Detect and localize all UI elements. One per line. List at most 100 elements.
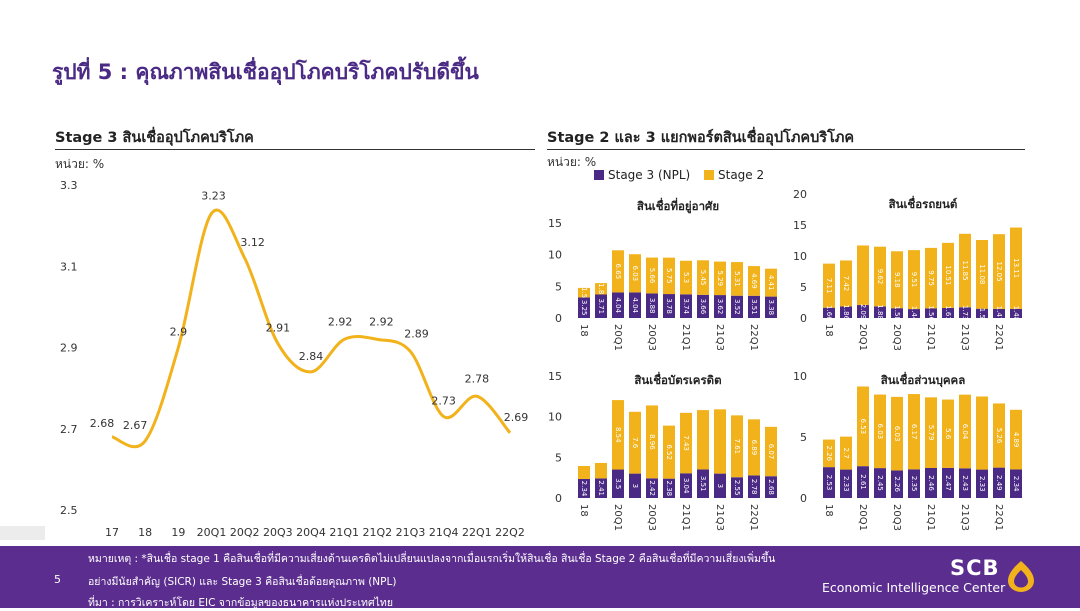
bar-stage2	[731, 415, 743, 478]
x-tick-label: 18	[138, 526, 152, 539]
bar-stage2	[976, 396, 988, 470]
stage2-label: 5.75	[665, 268, 673, 284]
bar-npl	[1010, 308, 1022, 318]
bar-stage2	[959, 233, 971, 308]
x-tick-label: 21Q4	[429, 526, 459, 539]
y-tick-label: 10	[548, 411, 562, 424]
bar-npl	[840, 306, 852, 318]
stage2-label: 4.89	[1012, 432, 1020, 448]
legend-stage2: Stage 2	[704, 168, 764, 182]
stage2-label: 6.17	[910, 424, 918, 440]
x-tick-label: 20Q3	[646, 324, 657, 350]
y-tick-label: 15	[548, 217, 562, 230]
stage2-label: 9.62	[876, 269, 884, 285]
stage2-label: 8.54	[614, 427, 622, 443]
stage2-label: 8.96	[648, 434, 656, 450]
stage2-label: 12.05	[995, 262, 1003, 282]
bar-stage2	[714, 261, 726, 296]
bar-npl	[840, 469, 852, 498]
right-unit-label: หน่วย: %	[547, 155, 597, 169]
npl-label: 2.46	[927, 475, 935, 491]
npl-label: 1.44	[910, 306, 918, 322]
npl-label: 3.51	[699, 476, 707, 492]
stage2-label: 6.03	[893, 426, 901, 442]
x-tick-label: 22Q1	[748, 504, 759, 531]
bar-npl	[629, 292, 641, 318]
stage2-label: 6.03	[631, 266, 639, 282]
npl-label: 2.49	[995, 475, 1003, 491]
bar-npl	[629, 473, 641, 498]
data-label: 2.67	[123, 419, 147, 432]
y-tick-label: 5	[555, 451, 562, 464]
npl-label: 1.48	[1012, 306, 1020, 322]
npl-label: 2.68	[767, 479, 775, 495]
bar-stage2	[823, 263, 835, 308]
npl-label: 1.86	[842, 304, 850, 320]
bar-stage2	[840, 260, 852, 307]
stage2-label: 5.6	[944, 428, 952, 440]
bar-stage2	[925, 247, 937, 309]
npl-label: 2.34	[580, 481, 588, 497]
stage2-label: 5.3	[682, 272, 690, 283]
npl-label: 2.38	[665, 481, 673, 497]
bar-npl	[731, 477, 743, 498]
bar-stage2	[629, 254, 641, 293]
x-tick-label: 20Q1	[612, 504, 623, 531]
stage2-label: 4.69	[750, 273, 758, 289]
data-label: 3.12	[240, 236, 265, 249]
x-tick-label: 21Q3	[714, 504, 725, 531]
bar-npl	[748, 475, 760, 498]
bar-npl	[942, 467, 954, 498]
legend-label-stage2: Stage 2	[718, 168, 765, 182]
bar-npl	[646, 293, 658, 318]
bar-npl	[993, 308, 1005, 318]
stage2-label: 5.26	[995, 428, 1003, 444]
bar-stage2	[857, 386, 869, 467]
x-tick-label: 20Q3	[891, 324, 902, 350]
bar-npl	[959, 468, 971, 498]
stage3-line-chart: 3.33.12.92.72.517 18 19 20Q1 20Q2 20Q3 20Q4 21Q…	[60, 179, 528, 539]
stage2-label: 1.5	[580, 287, 588, 298]
bar-npl	[731, 295, 743, 318]
npl-label: 3.66	[699, 299, 707, 315]
bar-stage2	[663, 425, 675, 479]
x-tick-label: 20Q1	[857, 324, 868, 350]
npl-label: 1.73	[961, 305, 969, 321]
legend-stage3: Stage 3 (NPL)	[594, 168, 690, 182]
bar-stage2	[908, 250, 920, 310]
edge-tab	[0, 526, 45, 540]
bar-stage2	[993, 234, 1005, 309]
bar-npl	[908, 469, 920, 498]
x-tick-label: 20Q2	[230, 526, 260, 539]
stage2-label: 5.31	[733, 271, 741, 287]
npl-label: 3.38	[767, 299, 775, 315]
bar-stage2	[993, 403, 1005, 468]
bar-npl	[908, 309, 920, 318]
bar-npl	[680, 294, 692, 318]
bar-stage2	[891, 251, 903, 309]
stage2-label: 6.53	[859, 419, 867, 435]
stage2-label: 5.66	[648, 268, 656, 284]
bar-stage2	[646, 405, 658, 479]
x-tick-label: 21Q1	[925, 324, 936, 350]
npl-label: 2.45	[876, 475, 884, 491]
bar-npl	[612, 292, 624, 318]
bar-stage2	[646, 257, 658, 294]
npl-label: 3.88	[648, 298, 656, 314]
bar-stage2	[1010, 409, 1022, 470]
x-tick-label: 18	[578, 324, 589, 337]
x-tick-label: 21Q2	[363, 526, 393, 539]
stage2-label: 7.61	[733, 439, 741, 455]
stage2-label: 7.43	[682, 435, 690, 451]
bar-stage2	[663, 257, 675, 295]
y-tick-label: 5	[800, 431, 807, 444]
x-tick-label: 20Q1	[612, 324, 623, 350]
data-label: 3.23	[201, 189, 226, 202]
bar-stage2	[680, 412, 692, 474]
y-tick-label: 15	[793, 219, 807, 232]
panel-title: สินเชื่อที่อยู่อาศัย	[637, 197, 719, 214]
stage2-label: 7.11	[825, 278, 833, 294]
y-tick-label: 10	[793, 250, 807, 263]
npl-label: 1.5	[978, 308, 986, 319]
panel-title: สินเชื่อบัตรเครดิต	[634, 371, 721, 387]
